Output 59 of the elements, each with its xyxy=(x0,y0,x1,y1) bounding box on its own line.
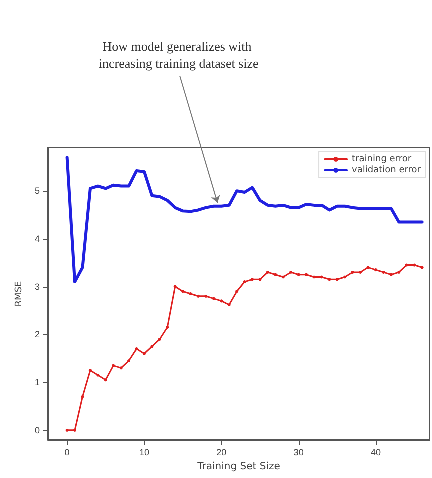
point xyxy=(220,300,224,303)
x-tick-label: 40 xyxy=(370,448,381,458)
point xyxy=(351,270,354,274)
point xyxy=(182,290,185,294)
point xyxy=(312,276,316,279)
point xyxy=(328,278,332,282)
y-tick-label: 1 xyxy=(34,378,40,388)
point xyxy=(66,428,69,432)
x-axis-title: Training Set Size xyxy=(196,461,280,472)
x-tick-label: 0 xyxy=(64,448,70,458)
annotation: How model generalizes with increasing training dataset size xyxy=(98,39,260,72)
legend-label: validation error xyxy=(352,166,422,176)
y-tick-label: 2 xyxy=(34,330,40,340)
line-series xyxy=(66,264,424,432)
point xyxy=(398,270,401,274)
y-tick-label: 4 xyxy=(34,234,40,244)
point xyxy=(344,276,347,279)
point xyxy=(88,369,92,372)
point xyxy=(243,280,246,284)
point xyxy=(104,378,108,382)
point xyxy=(204,294,208,298)
point xyxy=(174,285,177,288)
point xyxy=(320,276,324,279)
point xyxy=(212,297,216,300)
point xyxy=(189,292,192,296)
point xyxy=(390,273,393,276)
point xyxy=(158,338,162,341)
point xyxy=(258,278,262,282)
point xyxy=(336,278,339,282)
point xyxy=(112,364,116,368)
point xyxy=(420,266,424,270)
point xyxy=(142,352,146,356)
point xyxy=(382,270,386,274)
point xyxy=(150,345,154,348)
point xyxy=(81,395,84,398)
x-tick-label: 20 xyxy=(216,448,227,458)
point xyxy=(120,366,123,370)
point xyxy=(274,273,278,276)
point xyxy=(266,270,270,274)
point xyxy=(297,273,300,276)
point xyxy=(166,326,170,330)
point xyxy=(374,268,378,272)
point xyxy=(236,290,239,294)
point xyxy=(96,374,100,377)
y-axis-title: RMSE xyxy=(14,280,25,307)
x-tick-label: 30 xyxy=(294,448,304,458)
point xyxy=(305,273,308,276)
line-series xyxy=(66,156,424,284)
point xyxy=(290,270,293,274)
x-tick-label: 10 xyxy=(139,448,150,458)
point xyxy=(413,264,416,267)
y-tick-label: 0 xyxy=(34,425,40,436)
point xyxy=(251,278,254,282)
point xyxy=(228,304,231,307)
y-tick-label: 3 xyxy=(34,282,40,292)
legend-label: training error xyxy=(352,154,412,164)
point xyxy=(196,294,200,298)
point xyxy=(135,348,138,351)
y-tick-label: 5 xyxy=(34,186,40,196)
